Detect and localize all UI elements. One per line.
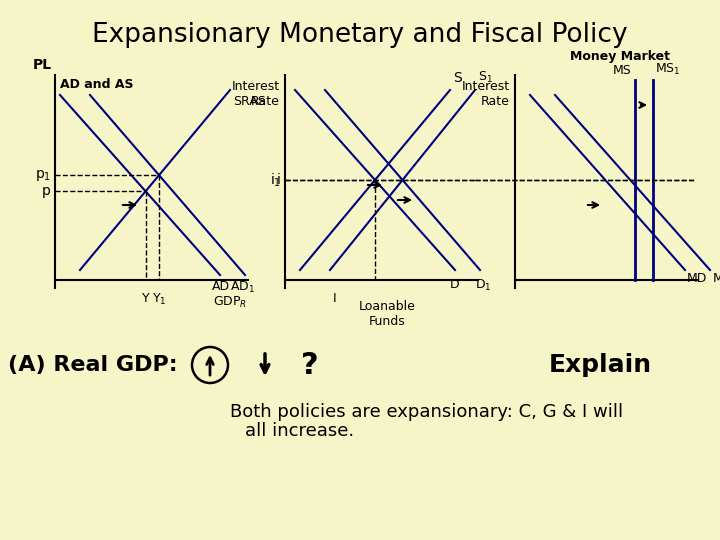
- Text: MS$_1$: MS$_1$: [655, 62, 680, 77]
- Text: AD: AD: [212, 280, 230, 293]
- Text: Interest
Rate: Interest Rate: [232, 80, 280, 108]
- Text: MD: MD: [687, 272, 707, 285]
- Text: all increase.: all increase.: [245, 422, 354, 440]
- Text: (A) Real GDP:: (A) Real GDP:: [8, 355, 178, 375]
- Text: GDP$_R$: GDP$_R$: [213, 295, 247, 310]
- Text: D: D: [450, 278, 459, 291]
- Text: p: p: [42, 184, 51, 198]
- Text: Interest
Rate: Interest Rate: [462, 80, 510, 108]
- Text: Both policies are expansionary: C, G & I will: Both policies are expansionary: C, G & I…: [230, 403, 623, 421]
- Text: AD and AS: AD and AS: [60, 78, 133, 91]
- Text: i$_1$: i$_1$: [270, 171, 281, 188]
- Text: PL: PL: [33, 58, 52, 72]
- Text: Money Market: Money Market: [570, 50, 670, 63]
- Text: Explain: Explain: [549, 353, 652, 377]
- Text: i: i: [277, 173, 281, 187]
- Text: ?: ?: [301, 350, 319, 380]
- Text: MD$_1$: MD$_1$: [712, 272, 720, 287]
- Text: Y: Y: [142, 292, 150, 305]
- Text: SRAS: SRAS: [233, 95, 266, 108]
- Text: D$_1$: D$_1$: [475, 278, 492, 293]
- Text: I: I: [333, 292, 337, 305]
- Text: S: S: [453, 71, 462, 85]
- Text: MS: MS: [613, 64, 632, 77]
- Text: S$_1$: S$_1$: [478, 70, 492, 85]
- Text: Loanable
Funds: Loanable Funds: [359, 300, 415, 328]
- Text: p$_1$: p$_1$: [35, 167, 51, 183]
- Text: AD$_1$: AD$_1$: [230, 280, 255, 295]
- Text: Y$_1$: Y$_1$: [152, 292, 166, 307]
- Text: Expansionary Monetary and Fiscal Policy: Expansionary Monetary and Fiscal Policy: [92, 22, 628, 48]
